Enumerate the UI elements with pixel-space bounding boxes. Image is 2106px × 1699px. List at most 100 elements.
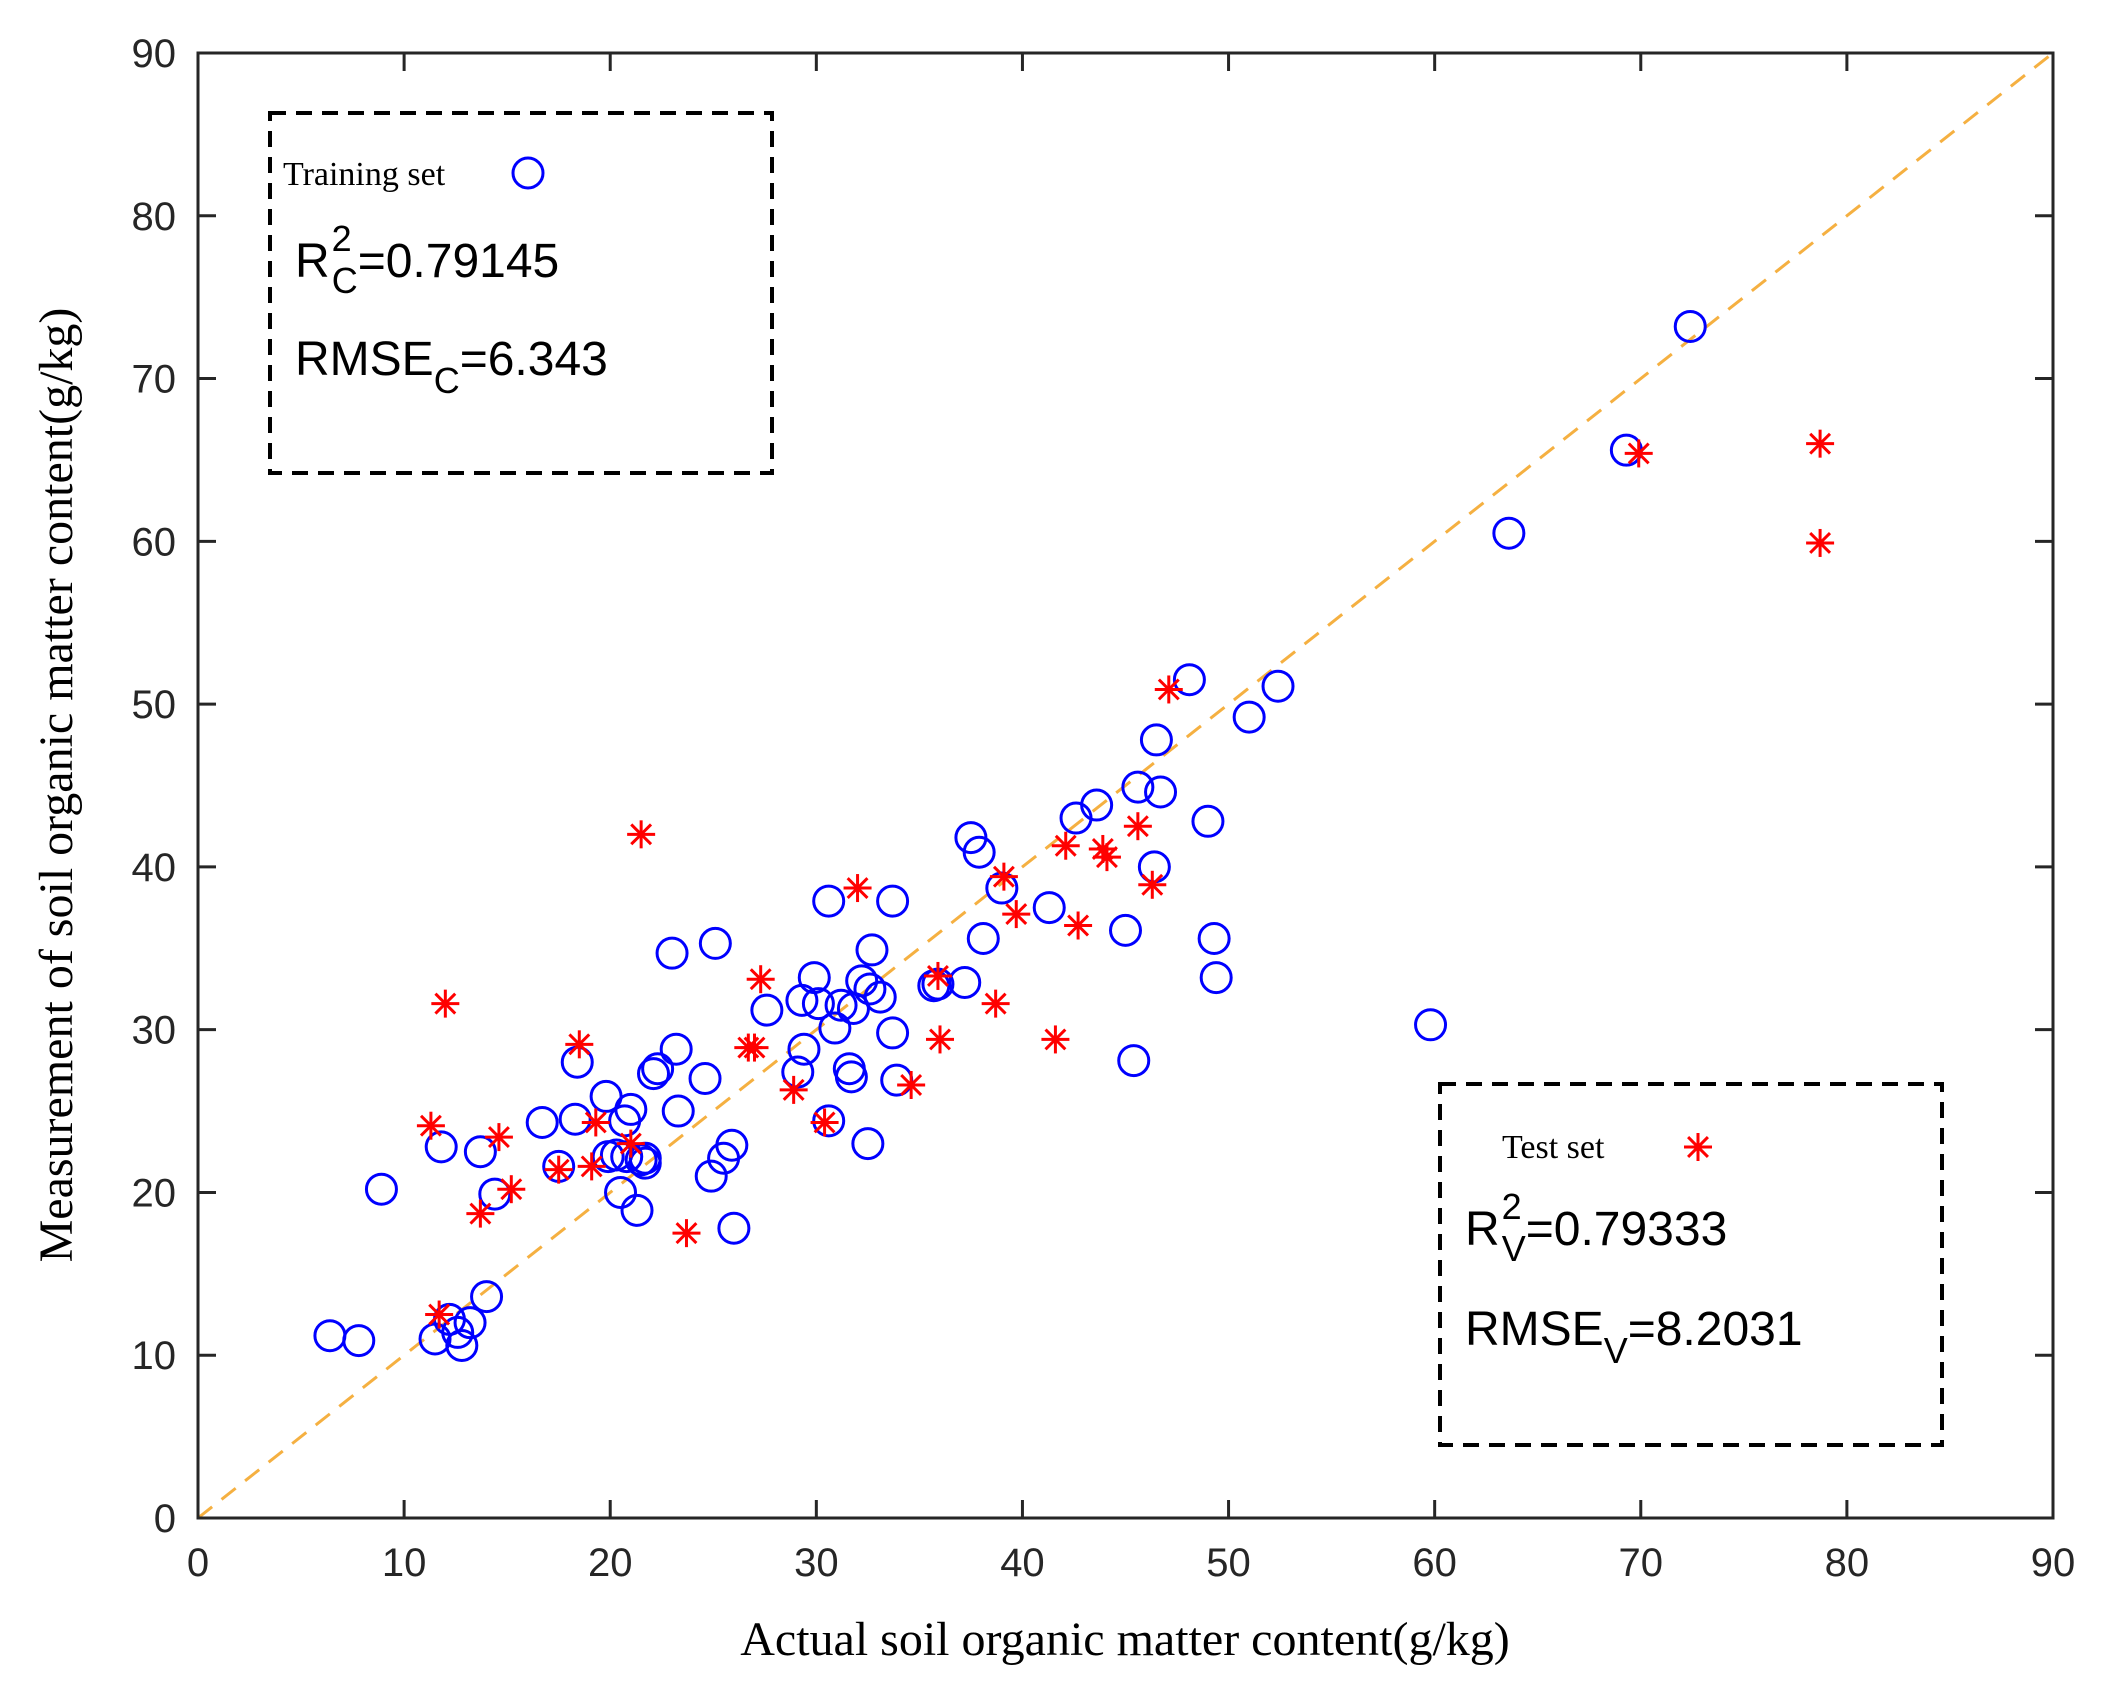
test-point (1123, 812, 1152, 841)
x-tick-label: 70 (1619, 1541, 1664, 1585)
training-point (610, 1140, 644, 1174)
test-point (544, 1155, 573, 1184)
x-tick-label: 40 (1000, 1541, 1045, 1585)
y-tick-label: 0 (154, 1497, 176, 1541)
test-point (672, 1219, 701, 1248)
test-point (425, 1300, 454, 1329)
test-r2-label: R (1465, 1203, 1500, 1256)
training-point (698, 926, 732, 960)
y-tick-label: 60 (132, 520, 177, 564)
training-point (641, 1052, 675, 1086)
training-point (604, 1175, 638, 1209)
training-r2-subscript: C (332, 260, 358, 301)
test-point (627, 820, 656, 849)
training-point (876, 884, 910, 918)
one-to-one-reference-line (197, 51, 2054, 1520)
test-point (926, 1025, 954, 1054)
y-tick-labels: 0 10 20 30 40 50 60 70 80 90 (132, 32, 177, 1541)
test-point (810, 1108, 839, 1137)
training-point (637, 1057, 671, 1091)
test-point (923, 961, 952, 990)
training-point (1199, 961, 1233, 995)
x-tick-label: 30 (794, 1541, 839, 1585)
training-point (834, 1060, 868, 1094)
y-tick-label: 70 (132, 358, 177, 402)
y-tick-label: 20 (132, 1171, 177, 1215)
test-legend-frame (1438, 1082, 1944, 1447)
training-rmse-value: =6.343 (460, 333, 608, 386)
training-point (787, 1032, 821, 1066)
y-tick-label: 40 (132, 846, 177, 890)
x-tick-label: 10 (382, 1541, 427, 1585)
training-point (812, 1104, 846, 1138)
test-legend-marker (1684, 1133, 1712, 1161)
training-point (1232, 700, 1266, 734)
test-r2-subscript: V (1502, 1228, 1526, 1269)
test-set-points (416, 429, 1835, 1329)
x-tick-label: 80 (1825, 1541, 1870, 1585)
training-point (659, 1032, 693, 1066)
training-point (661, 1094, 695, 1128)
y-axis-label: Measurement of soil organic matter conte… (30, 308, 83, 1263)
training-point (453, 1306, 487, 1340)
training-point (470, 1280, 504, 1314)
test-point (616, 1129, 645, 1158)
test-point (740, 1033, 769, 1062)
training-point (525, 1105, 559, 1139)
training-rmse-stat: RMSEC=6.343 (295, 333, 608, 401)
test-point (1002, 900, 1031, 929)
test-r2-stat: R2 V=0.79333 (1465, 1186, 1727, 1269)
test-rmse-value: =8.2031 (1628, 1303, 1803, 1356)
x-tick-labels: 0 10 20 30 40 50 60 70 80 90 (187, 1541, 2075, 1585)
training-point (1197, 922, 1231, 956)
test-legend-title: Test set (1502, 1129, 1605, 1166)
test-point (1806, 429, 1835, 458)
training-legend-marker (511, 156, 545, 190)
x-tick-label: 0 (187, 1541, 209, 1585)
test-point (466, 1199, 495, 1228)
training-legend-title: Training set (283, 156, 446, 193)
test-point (746, 965, 775, 994)
training-rmse-label: RMSE (295, 333, 434, 386)
test-rmse-subscript: V (1604, 1330, 1628, 1371)
training-r2-stat: R2 C=0.79145 (295, 218, 559, 301)
training-point (1080, 788, 1114, 822)
training-point (1144, 775, 1178, 809)
training-point (313, 1319, 347, 1353)
test-legend-box: Test set R2 V=0.79333 RMSEV=8.2031 (1438, 1082, 1944, 1447)
training-point (620, 1193, 654, 1227)
training-point (818, 1011, 852, 1045)
training-legend-frame (268, 111, 774, 475)
test-r2-superscript: 2 (1502, 1186, 1522, 1227)
training-point (824, 988, 858, 1022)
test-point (577, 1152, 606, 1181)
training-point (812, 884, 846, 918)
training-point (948, 965, 982, 999)
training-point (1492, 516, 1526, 550)
training-point (1261, 669, 1295, 703)
training-point (855, 933, 889, 967)
training-point (1673, 309, 1707, 343)
training-point (441, 1315, 475, 1349)
training-point (1172, 663, 1206, 697)
y-tick-label: 80 (132, 195, 177, 239)
training-point (715, 1128, 749, 1162)
y-tick-label: 10 (132, 1334, 177, 1378)
y-tick-label: 50 (132, 683, 177, 727)
training-point (364, 1172, 398, 1206)
x-tick-label: 20 (588, 1541, 633, 1585)
training-point (851, 1127, 885, 1161)
test-point (1154, 675, 1183, 704)
training-point (962, 835, 996, 869)
training-point (424, 1130, 458, 1164)
x-axis-label: Actual soil organic matter content(g/kg) (740, 1613, 1510, 1666)
training-point (558, 1102, 592, 1136)
test-point (1064, 911, 1093, 940)
test-point (843, 874, 872, 903)
training-point (1117, 1044, 1151, 1078)
training-point (608, 1104, 642, 1138)
training-point (688, 1062, 722, 1095)
y-tick-label: 30 (132, 1009, 177, 1053)
y-tick-label: 90 (132, 32, 177, 76)
